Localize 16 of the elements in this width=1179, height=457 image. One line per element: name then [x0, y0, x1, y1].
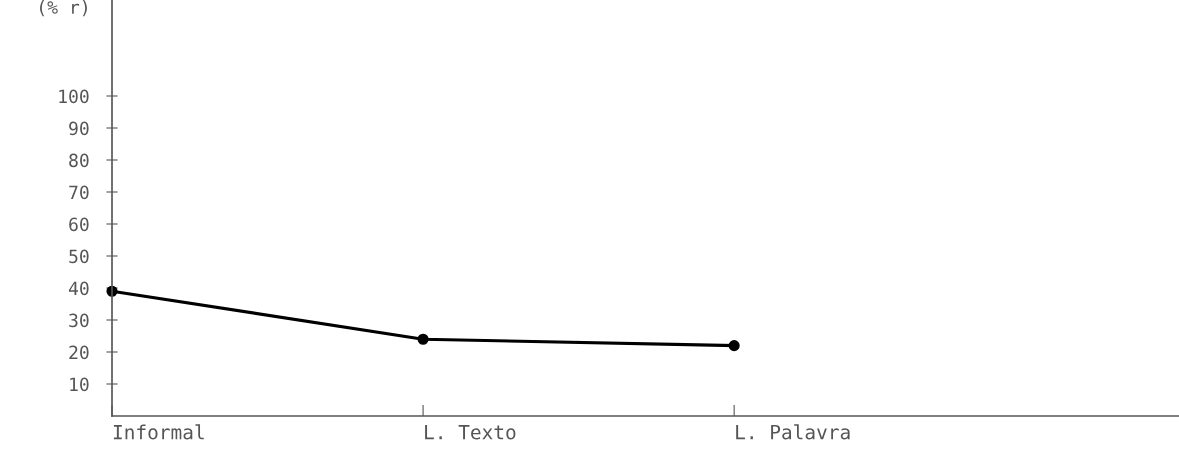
y-tick-label: 90 — [69, 121, 89, 136]
y-tick-label: 60 — [69, 217, 89, 232]
x-tick-label: Informal — [113, 424, 204, 440]
point — [728, 340, 740, 352]
y-tick-label: 100 — [59, 89, 89, 104]
y-tick-label: 20 — [69, 345, 89, 360]
y-tick-label: 10 — [70, 377, 89, 392]
y-tick-label: 50 — [69, 249, 89, 264]
y-tick-label: 30 — [69, 313, 89, 328]
x-tick-label: L. Texto — [425, 425, 516, 440]
x-tick-label: L. Palavra — [736, 424, 850, 440]
point — [417, 333, 429, 345]
y-tick-label: 80 — [69, 153, 89, 168]
y-tick-label: 70 — [69, 185, 89, 200]
y-axis-title: (% r) — [40, 0, 87, 17]
y-tick-label: 40 — [68, 281, 89, 296]
